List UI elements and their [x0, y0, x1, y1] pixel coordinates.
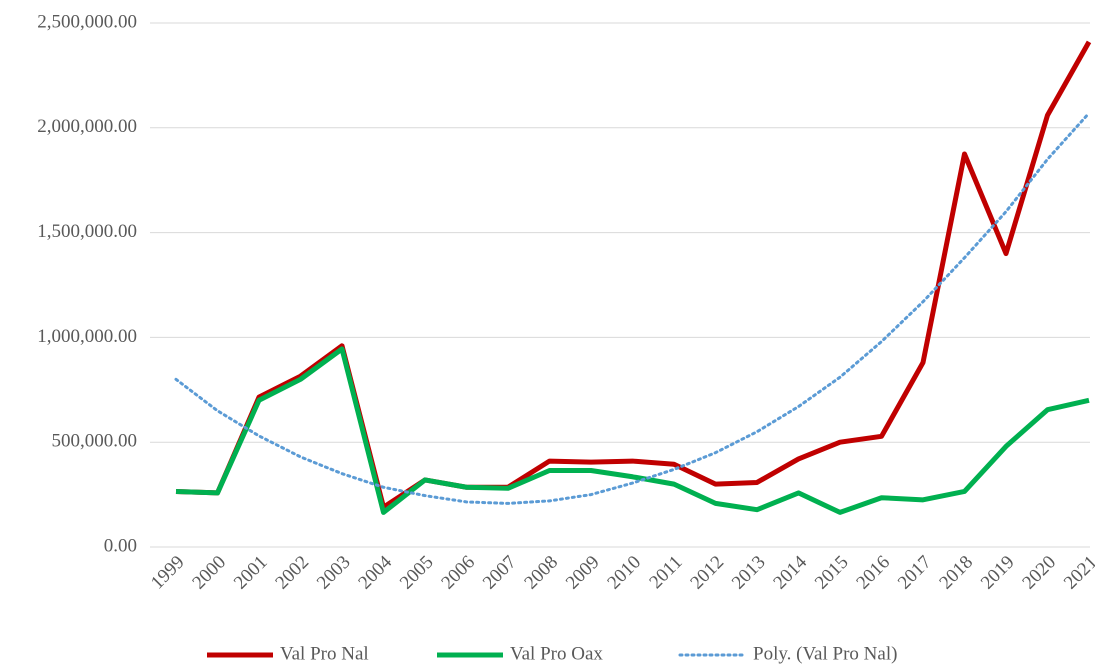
- series-line: [175, 40, 1092, 510]
- x-tick-label: 2013: [728, 552, 770, 594]
- y-tick-label: 1,000,000.00: [37, 326, 137, 347]
- y-tick-label: 500,000.00: [52, 431, 138, 452]
- x-tick-label: 2010: [603, 552, 645, 594]
- x-tick-label: 2012: [686, 552, 728, 594]
- y-tick-label: 0.00: [104, 535, 137, 556]
- x-tick-label: 2009: [562, 552, 604, 594]
- x-tick-label: 2005: [396, 552, 438, 594]
- x-tick-label: 2002: [271, 552, 313, 594]
- x-tick-label: 2018: [935, 552, 977, 594]
- x-tick-label: 2006: [437, 552, 479, 594]
- x-tick-label: 2020: [1018, 552, 1060, 594]
- x-tick-label: 2016: [852, 552, 894, 594]
- x-tick-label: 1999: [147, 552, 189, 594]
- series-line: [174, 111, 1091, 505]
- x-tick-label: 2017: [894, 552, 936, 594]
- x-tick-label: 2007: [479, 552, 521, 594]
- y-tick-label: 1,500,000.00: [37, 221, 137, 242]
- x-tick-label: 2004: [354, 551, 396, 593]
- x-tick-label: 2019: [977, 552, 1019, 594]
- x-tick-label: 2001: [230, 552, 272, 594]
- legend-label: Poly. (Val Pro Nal): [753, 643, 897, 664]
- y-tick-label: 2,000,000.00: [37, 116, 137, 137]
- x-tick-label: 2011: [645, 552, 686, 593]
- x-tick-label: 2003: [313, 552, 355, 594]
- x-tick-label: 2014: [769, 551, 811, 593]
- legend-label: Val Pro Oax: [510, 643, 603, 664]
- legend-label: Val Pro Nal: [280, 643, 369, 664]
- x-tick-label: 2008: [520, 552, 562, 594]
- y-tick-label: 2,500,000.00: [37, 11, 137, 32]
- x-tick-label: 2000: [188, 552, 230, 594]
- series-line: [175, 346, 1090, 515]
- x-tick-label: 2015: [811, 552, 853, 594]
- x-tick-label: 2021: [1060, 552, 1095, 594]
